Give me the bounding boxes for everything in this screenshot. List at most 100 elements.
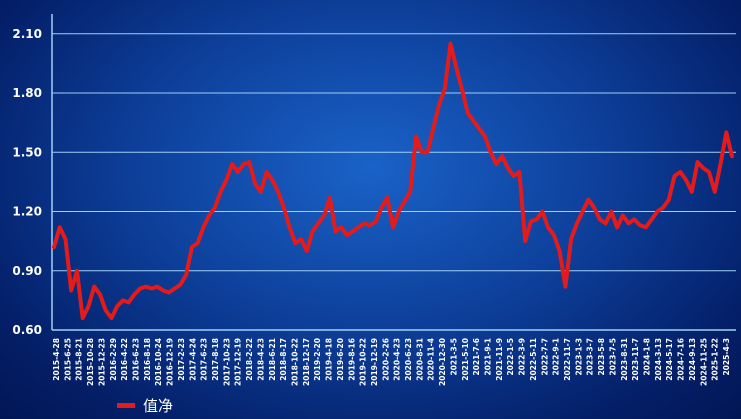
data-point [316,221,320,225]
data-point [655,209,659,214]
x-tick-label: 2021-9-1 [484,338,493,376]
x-tick-label: 2016-2-29 [109,338,118,381]
x-tick-label: 2015-10-28 [86,338,95,386]
x-tick-label: 2020-6-23 [404,338,413,381]
data-point [150,286,154,291]
data-point [627,221,631,225]
data-point [437,103,441,107]
data-point [604,221,608,225]
data-point [695,160,700,164]
y-axis-ticks: 0.60 0.90 1.20 1.50 1.80 2.10 [12,27,42,337]
x-tick-label: 2017-4-24 [188,338,197,381]
data-point [414,134,418,138]
x-tick-label: 2016-8-18 [143,338,152,381]
x-tick-label: 2022-11-7 [563,338,572,381]
data-point [540,209,545,214]
data-point [500,154,504,158]
y-tick-label: 1.80 [12,86,42,100]
data-point [121,298,125,302]
x-tick-label: 2018-8-17 [279,338,288,381]
x-tick-label: 2015-4-28 [52,338,61,381]
x-tick-label: 2019-8-16 [347,338,356,381]
data-point [661,206,665,210]
x-tick-label: 2016-6-23 [131,338,140,381]
data-point [161,288,165,293]
data-point [63,237,68,241]
x-tick-label: 2021-5-10 [461,338,470,381]
x-tick-label: 2019-6-20 [336,338,345,381]
data-point [282,206,286,210]
data-point [167,290,171,295]
series-line [52,41,734,321]
x-tick-label: 2018-12-17 [302,338,311,386]
legend: 值净 [117,396,174,415]
x-tick-label: 2024-5-17 [665,338,674,381]
data-point [207,213,211,218]
x-axis-ticks: 2015-4-28 2015-6-25 2015-8-21 2015-10-28 201… [52,338,731,386]
data-point [517,170,522,174]
x-tick-label: 2025-4-3 [722,338,731,376]
x-tick-label: 2025-1-22 [711,338,720,381]
y-tick-label: 0.90 [12,264,42,278]
data-point [236,170,240,174]
x-tick-label: 2021-11-9 [495,338,504,381]
data-point [305,249,309,253]
data-point [190,245,194,249]
x-tick-label: 2017-10-23 [222,338,231,386]
data-point [707,170,711,174]
data-point [448,42,453,46]
x-tick-label: 2022-3-9 [518,338,527,376]
x-tick-label: 2018-10-22 [290,338,299,386]
data-point [127,300,131,304]
data-point [535,217,539,221]
data-point [58,225,62,229]
data-point [701,166,705,170]
x-tick-label: 2020-8-31 [415,338,424,381]
data-point [523,239,527,243]
data-point [328,196,332,200]
data-point [362,221,366,225]
x-tick-label: 2023-7-5 [608,338,617,376]
y-tick-label: 2.10 [12,27,42,41]
data-point [592,206,596,210]
data-point [546,225,550,229]
data-point [402,200,407,204]
data-point [75,269,79,273]
data-point [494,162,498,166]
data-point [213,206,217,210]
data-point [288,225,292,229]
data-point [276,190,280,194]
data-point [650,217,654,221]
data-point [374,219,378,223]
data-point [621,213,625,218]
x-tick-label: 2016-10-24 [154,338,163,386]
data-point [506,166,510,170]
data-point [115,304,119,308]
data-point [242,162,246,166]
data-point [368,223,372,227]
x-tick-label: 2020-2-26 [381,338,390,381]
data-point [581,209,585,214]
x-tick-label: 2020-11-4 [427,338,436,381]
x-tick-label: 2023-5-8 [597,338,606,376]
data-point [391,225,395,229]
series-layer [52,41,734,321]
y-tick-label: 0.60 [12,323,42,337]
x-tick-label: 2023-1-3 [574,338,583,376]
x-tick-label: 2017-6-23 [200,338,209,381]
data-point [529,219,533,223]
legend-label: 值净 [143,396,174,415]
data-point [299,237,303,241]
data-point [144,285,148,289]
data-point [293,241,297,245]
data-point [586,198,591,202]
x-tick-label: 2024-7-16 [677,338,686,381]
data-point [471,119,475,123]
data-point [667,198,671,202]
data-point [552,233,556,237]
x-tick-label: 2020-4-23 [393,338,402,381]
data-point [431,127,435,131]
data-point [379,206,384,210]
x-tick-label: 2019-10-22 [359,338,368,386]
